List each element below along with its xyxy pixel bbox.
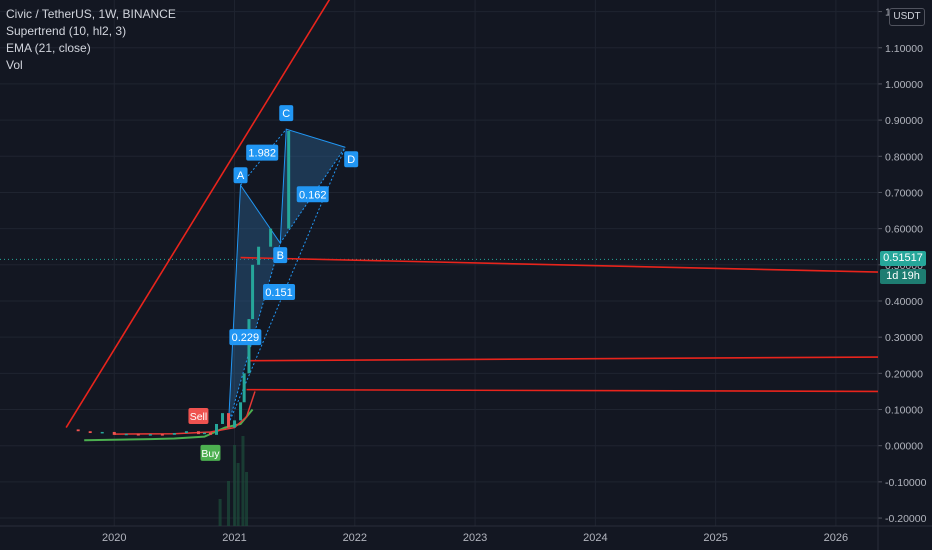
pattern-point-label: B (277, 250, 284, 262)
trendline (240, 256, 879, 273)
indicator-ema[interactable]: EMA (21, close) (6, 41, 91, 55)
pattern-ratio-label: 1.982 (248, 148, 276, 160)
pattern-ratio-box (263, 283, 296, 300)
price-candle (88, 431, 92, 434)
x-tick-label: 2026 (824, 532, 848, 544)
y-tick-label: 0.30000 (885, 332, 923, 344)
chart-legend: Civic / TetherUS, 1W, BINANCE Supertrend… (6, 6, 176, 74)
indicator-supertrend[interactable]: Supertrend (10, hl2, 3) (6, 24, 127, 38)
y-tick-label: 0.40000 (885, 296, 923, 308)
x-tick-label: 2023 (463, 532, 487, 544)
pattern-diagonal-xb (228, 242, 281, 425)
price-candle (233, 420, 237, 428)
countdown-tag: 1d 19h (880, 269, 926, 285)
signal-sell-label (188, 408, 209, 425)
price-candle (202, 432, 206, 435)
pattern-point-label: A (237, 170, 245, 182)
y-tick-label: -0.20000 (885, 513, 927, 525)
y-tick-label: 0.60000 (885, 224, 923, 236)
x-tick-label: 2024 (583, 532, 607, 544)
y-tick-label: 0.70000 (885, 187, 923, 199)
pattern-ratio-label: 0.162 (299, 189, 327, 201)
price-candle (214, 423, 218, 435)
price-candle (148, 434, 152, 436)
pattern-ratio-label: 0.229 (232, 332, 260, 344)
pattern-point-c (279, 105, 294, 122)
y-tick-label: 1.10000 (885, 43, 923, 55)
pattern-ratio-label: 0.151 (265, 287, 293, 299)
signal-sell-text: Sell (190, 411, 208, 423)
x-tick-label: 2020 (102, 532, 126, 544)
y-tick-label: -0.10000 (885, 477, 927, 489)
y-tick-label: 1.00000 (885, 79, 923, 91)
pattern-ratio-box (296, 186, 329, 203)
price-candle (196, 431, 200, 435)
price-candle (208, 432, 212, 435)
price-candle (257, 246, 261, 265)
price-candle (239, 402, 243, 421)
price-candle (172, 433, 176, 435)
volume-bar (227, 481, 231, 526)
y-tick-label: 0.00000 (885, 441, 923, 453)
signal-buy-text: Buy (201, 448, 220, 460)
price-candle (76, 429, 80, 432)
y-tick-label: 0.20000 (885, 368, 923, 380)
y-tick-label: 0.10000 (885, 405, 923, 417)
trendline (246, 388, 879, 393)
y-tick-label: 0.80000 (885, 151, 923, 163)
pattern-point-b (273, 247, 288, 264)
volume-bar (245, 472, 249, 526)
price-candle (242, 373, 246, 403)
volume-bar (236, 463, 240, 526)
x-tick-label: 2022 (343, 532, 367, 544)
price-candle (136, 433, 140, 436)
pattern-point-a (233, 167, 248, 184)
trendline (248, 356, 879, 362)
pattern-point-label: C (282, 108, 290, 120)
price-candle (221, 413, 225, 424)
pattern-triangle-xab (228, 185, 281, 424)
price-candle (160, 434, 164, 436)
x-tick-label: 2025 (703, 532, 727, 544)
last-price-tag: 0.51517 (880, 251, 926, 267)
price-candle (227, 413, 231, 428)
price-candle (269, 228, 273, 247)
price-candle (112, 431, 116, 435)
signal-buy-label (200, 444, 221, 461)
pattern-ratio-box (246, 144, 279, 161)
x-tick-label: 2021 (222, 532, 246, 544)
y-tick-label: 0.90000 (885, 115, 923, 127)
price-candle (124, 433, 128, 436)
price-candle (247, 319, 251, 374)
price-candle (100, 431, 104, 434)
supertrend-line (84, 408, 254, 442)
volume-bar (218, 499, 222, 526)
volume-bar (233, 445, 237, 526)
pattern-point-d (344, 151, 359, 168)
price-candle (287, 130, 291, 229)
indicator-volume[interactable]: Vol (6, 58, 23, 72)
price-candle (184, 431, 188, 434)
pattern-triangle-bcd (280, 129, 346, 244)
pattern-point-label: D (347, 154, 355, 166)
price-candle (251, 264, 255, 320)
symbol-title[interactable]: Civic / TetherUS, 1W, BINANCE (6, 7, 176, 21)
trendline (65, 0, 331, 429)
ema-line (114, 391, 256, 435)
currency-label[interactable]: USDT (889, 8, 925, 26)
volume-bar (241, 436, 245, 526)
pattern-ratio-box (229, 329, 262, 346)
